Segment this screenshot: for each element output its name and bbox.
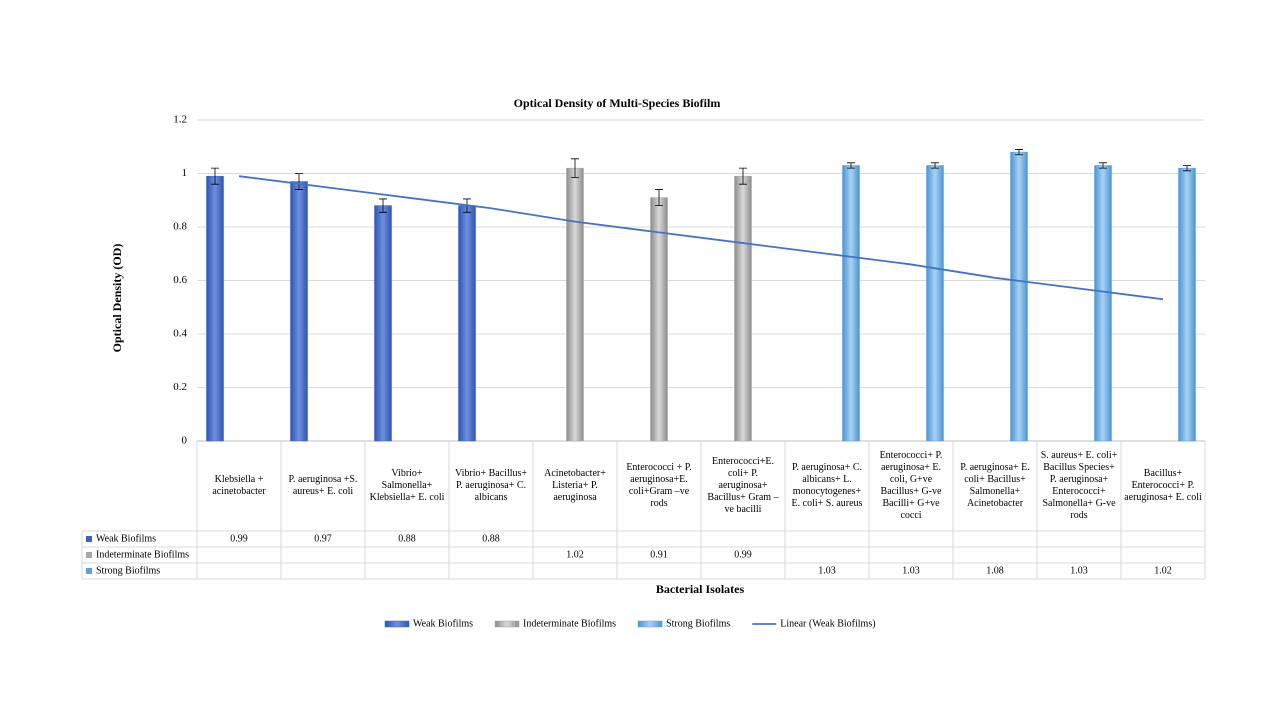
trend-line (238, 175, 1164, 301)
table-value: 1.08 (986, 565, 1004, 576)
bar (566, 167, 584, 442)
y-tick-label: 1 (182, 167, 188, 179)
bar (650, 197, 668, 442)
bar (1094, 165, 1112, 442)
bar (290, 181, 308, 442)
legend-label: Strong Biofilms (666, 618, 730, 629)
x-category-label: Enterococci + P. aeruginosa+E. coli+Gram… (626, 462, 692, 509)
error-bar (1015, 149, 1023, 156)
bar (734, 175, 752, 442)
table-series-name: Strong Biofilms (96, 565, 160, 576)
table-legend-key (86, 552, 92, 558)
table-legend-key (86, 536, 92, 542)
error-bar (211, 167, 219, 185)
x-axis-label: Bacterial Isolates (656, 582, 745, 596)
x-category-label: P. aeruginosa+ E. coli+ Bacillus+ Salmon… (960, 462, 1030, 509)
table-value: 1.03 (818, 565, 836, 576)
legend-label: Linear (Weak Biofilms) (780, 618, 875, 629)
error-bar (847, 162, 855, 169)
y-tick-label: 1.2 (173, 114, 187, 126)
table-value: 0.99 (734, 549, 752, 560)
legend-key (494, 620, 520, 628)
table-value: 0.99 (230, 533, 248, 544)
legend-label: Weak Biofilms (413, 618, 473, 629)
legend-label: Indeterminate Biofilms (523, 618, 616, 629)
x-category-label: Vibrio+ Salmonella+ Klebsiella+ E. coli (369, 468, 445, 503)
bar (458, 205, 476, 442)
table-value: 1.02 (566, 549, 584, 560)
y-tick-label: 0.4 (173, 328, 187, 340)
chart-title: Optical Density of Multi-Species Biofilm (514, 96, 721, 110)
x-category-label: Bacillus+ Enterococci+ P. aeruginosa+ E.… (1124, 468, 1202, 503)
y-axis-label: Optical Density (OD) (110, 244, 124, 353)
table-value: 0.91 (650, 549, 668, 560)
error-bar (655, 189, 663, 206)
x-category-label: Acinetobacter+ Listeria+ P. aeruginosa (544, 468, 606, 503)
error-bar (739, 167, 747, 185)
y-tick-label: 0.2 (173, 381, 187, 393)
y-tick-label: 0 (182, 435, 188, 447)
table-value: 1.03 (902, 565, 920, 576)
table-value: 1.02 (1154, 565, 1172, 576)
error-bar (1099, 162, 1107, 169)
error-bar (1183, 165, 1191, 172)
table-series-name: Weak Biofilms (96, 533, 156, 544)
legend-key (637, 620, 663, 628)
legend-key (384, 620, 410, 628)
y-tick-label: 0.8 (173, 221, 187, 233)
table-series-name: Indeterminate Biofilms (96, 549, 189, 560)
bar (206, 175, 224, 442)
x-category-label: S. aureus+ E. coli+ Bacillus Species+ P.… (1040, 450, 1118, 521)
table-value: 0.88 (398, 533, 416, 544)
error-bar (379, 198, 387, 213)
error-bar (295, 173, 303, 190)
x-category-label: P. aeruginosa +S. aureus+ E. coli (288, 474, 358, 497)
bar (1178, 167, 1196, 442)
table-value: 0.88 (482, 533, 500, 544)
y-tick-label: 0.6 (173, 274, 187, 286)
x-category-label: Vibrio+ Bacillus+ P. aeruginosa+ C. albi… (454, 468, 528, 503)
bar (1010, 151, 1028, 442)
table-value: 1.03 (1070, 565, 1088, 576)
bar (926, 165, 944, 442)
error-bar (931, 162, 939, 169)
table-legend-key (86, 568, 92, 574)
table-value: 0.97 (314, 533, 332, 544)
x-category-label: Enterococci+E. coli+ P. aeruginosa+ Baci… (707, 456, 779, 515)
x-category-label: Enterococci+ P. aeruginosa+ E. coli, G+v… (879, 450, 943, 521)
x-category-label: Klebsiella + acinetobacter (212, 474, 266, 497)
error-bar (571, 158, 579, 178)
bar (842, 165, 860, 442)
x-category-label: P. aeruginosa+ C. albicans+ L. monocytog… (791, 462, 863, 509)
bar (374, 205, 392, 442)
